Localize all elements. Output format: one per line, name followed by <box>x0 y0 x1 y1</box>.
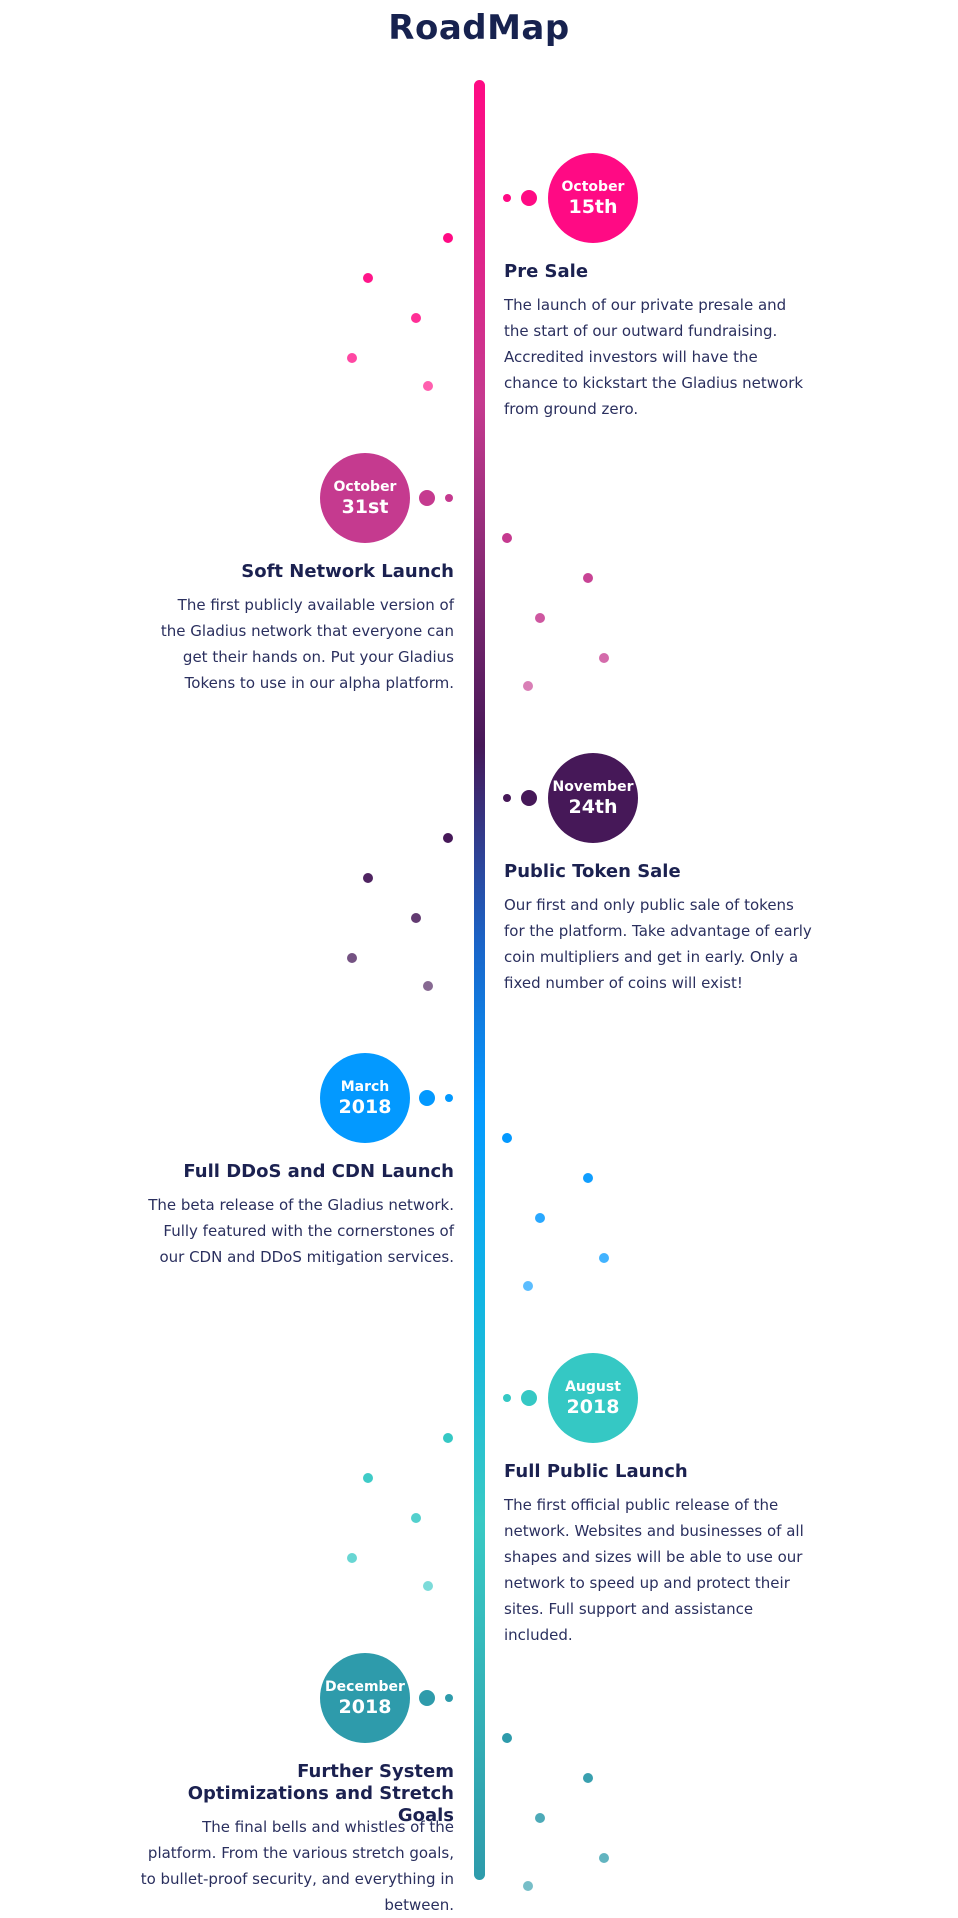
badge-day: 2018 <box>566 1395 620 1418</box>
decorative-dot <box>502 533 512 543</box>
decorative-dot <box>443 1433 453 1443</box>
milestone-title: Full DDoS and CDN Launch <box>183 1161 454 1182</box>
decorative-dot <box>521 790 537 806</box>
milestone-badge: December 2018 <box>320 1653 410 1743</box>
decorative-dot <box>502 1733 512 1743</box>
decorative-dot <box>445 1694 453 1702</box>
badge-month: August <box>565 1378 621 1395</box>
decorative-dot <box>445 494 453 502</box>
badge-day: 31st <box>341 495 389 518</box>
milestone-description: The first official public release of the… <box>504 1496 804 1644</box>
milestone-description: The first publicly available version of … <box>160 596 454 692</box>
decorative-dot <box>347 953 357 963</box>
decorative-dot <box>419 490 435 506</box>
decorative-dot <box>583 1173 593 1183</box>
badge-month: December <box>325 1678 405 1695</box>
decorative-dot <box>535 613 545 623</box>
decorative-dot <box>583 1773 593 1783</box>
decorative-dot <box>419 1090 435 1106</box>
decorative-dot <box>363 273 373 283</box>
decorative-dot <box>502 1133 512 1143</box>
milestone-description: Our first and only public sale of tokens… <box>504 896 812 992</box>
decorative-dot <box>423 1581 433 1591</box>
badge-month: March <box>340 1078 390 1095</box>
decorative-dot <box>347 1553 357 1563</box>
milestone-title: Pre Sale <box>504 261 589 282</box>
decorative-dot <box>599 1853 609 1863</box>
timeline-line <box>474 80 485 1880</box>
milestone-badge: November 24th <box>548 753 638 843</box>
decorative-dot <box>411 313 421 323</box>
decorative-dot <box>363 1473 373 1483</box>
decorative-dot <box>419 1690 435 1706</box>
decorative-dot <box>443 233 453 243</box>
decorative-dot <box>535 1813 545 1823</box>
decorative-dot <box>521 1390 537 1406</box>
decorative-dot <box>599 1253 609 1263</box>
decorative-dot <box>503 194 511 202</box>
decorative-dot <box>423 981 433 991</box>
decorative-dot <box>503 794 511 802</box>
decorative-dot <box>411 913 421 923</box>
decorative-dot <box>411 1513 421 1523</box>
page-title: RoadMap <box>388 8 570 48</box>
decorative-dot <box>443 833 453 843</box>
decorative-dot <box>503 1394 511 1402</box>
milestone-title: Further System Optimizations and Stretch… <box>187 1761 454 1826</box>
milestone-description: The launch of our private presale and th… <box>504 296 804 418</box>
milestone-badge: August 2018 <box>548 1353 638 1443</box>
badge-day: 2018 <box>338 1095 392 1118</box>
badge-month: October <box>333 478 397 495</box>
milestone-description: The final bells and whistles of the plat… <box>140 1818 454 1914</box>
decorative-dot <box>535 1213 545 1223</box>
decorative-dot <box>363 873 373 883</box>
milestone-badge: March 2018 <box>320 1053 410 1143</box>
badge-day: 2018 <box>338 1695 392 1718</box>
decorative-dot <box>347 353 357 363</box>
decorative-dot <box>423 381 433 391</box>
badge-day: 24th <box>568 795 618 818</box>
milestone-badge: October 31st <box>320 453 410 543</box>
badge-month: October <box>561 178 625 195</box>
milestone-description: The beta release of the Gladius network.… <box>148 1196 454 1266</box>
decorative-dot <box>523 681 533 691</box>
decorative-dot <box>521 190 537 206</box>
badge-day: 15th <box>568 195 618 218</box>
decorative-dot <box>523 1281 533 1291</box>
milestone-title: Public Token Sale <box>504 861 681 882</box>
decorative-dot <box>583 573 593 583</box>
milestone-title: Full Public Launch <box>504 1461 688 1482</box>
milestone-title: Soft Network Launch <box>241 561 454 582</box>
milestone-badge: October 15th <box>548 153 638 243</box>
decorative-dot <box>599 653 609 663</box>
decorative-dot <box>445 1094 453 1102</box>
badge-month: November <box>552 778 634 795</box>
decorative-dot <box>523 1881 533 1891</box>
